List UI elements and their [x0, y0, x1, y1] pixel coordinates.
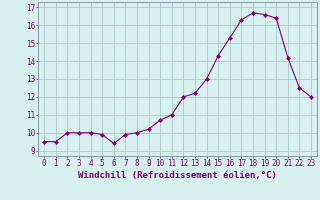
X-axis label: Windchill (Refroidissement éolien,°C): Windchill (Refroidissement éolien,°C): [78, 171, 277, 180]
